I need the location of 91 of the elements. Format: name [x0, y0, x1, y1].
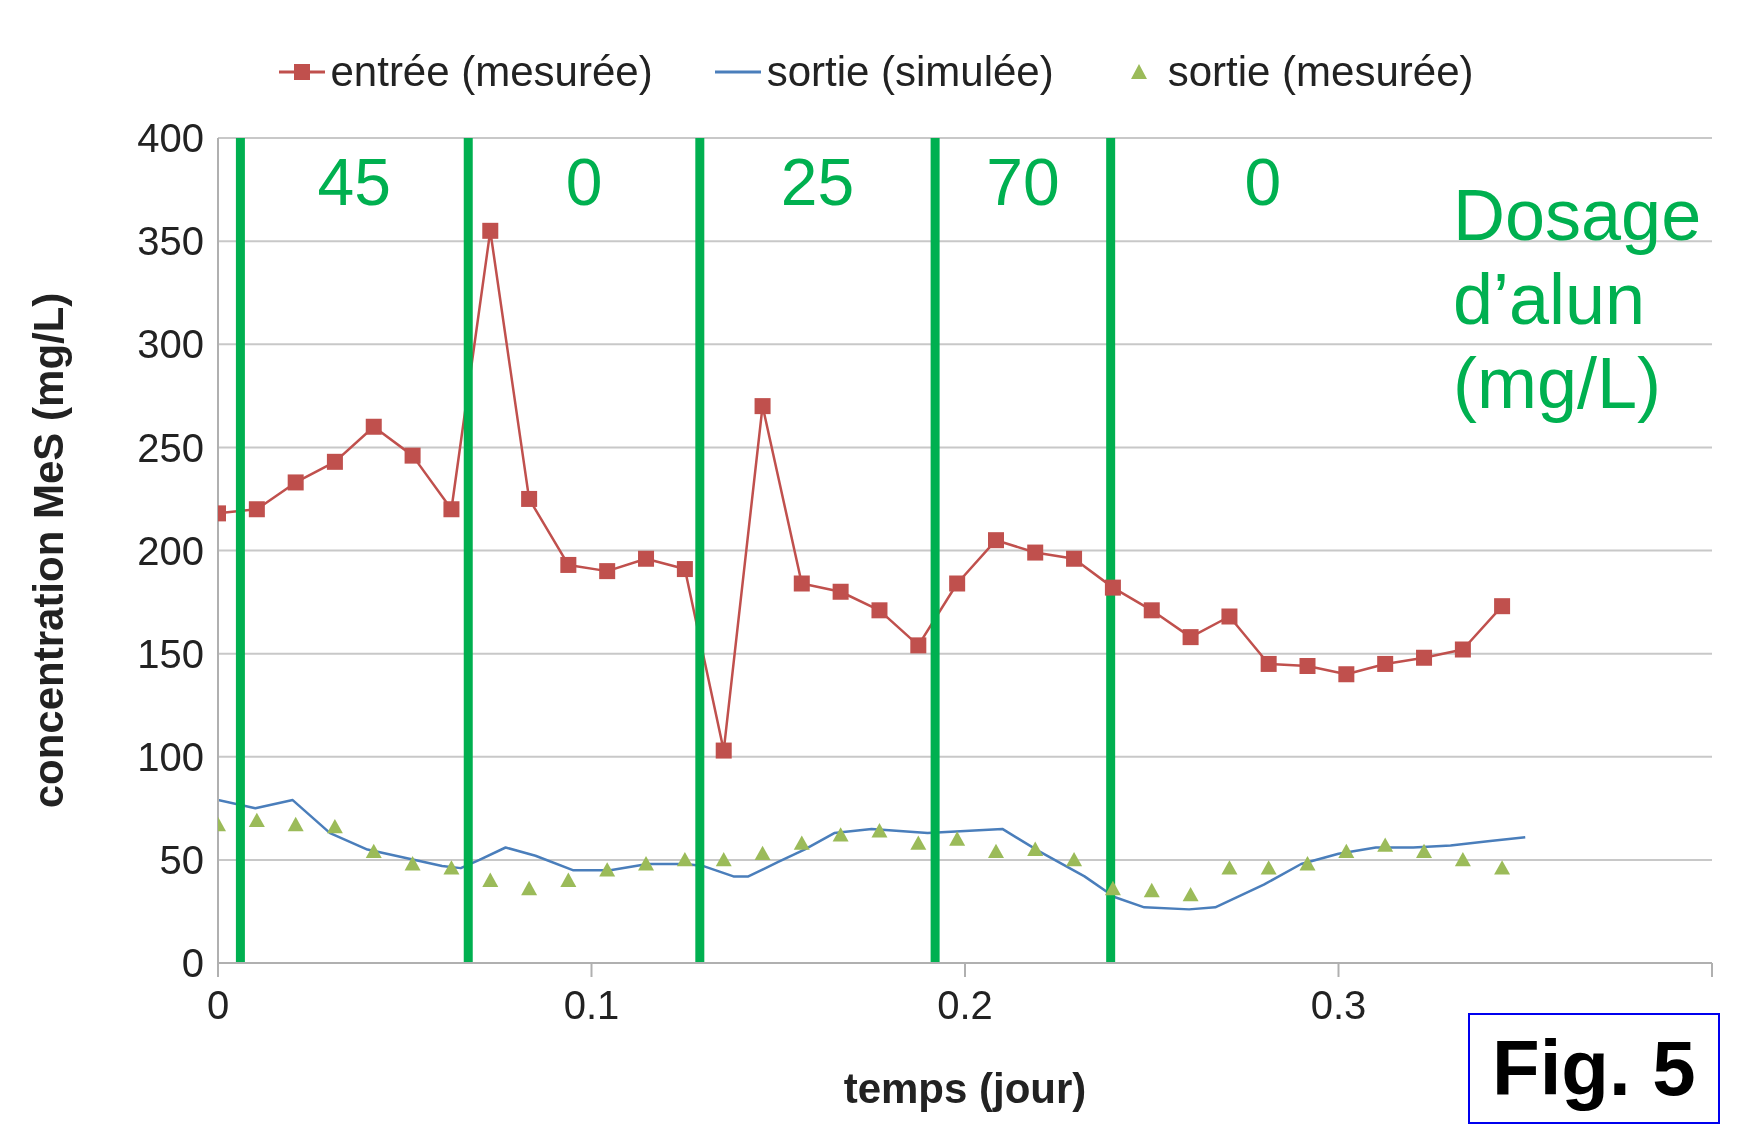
point [1454, 851, 1471, 867]
y-tick-label: 250 [137, 425, 204, 470]
point [1260, 860, 1277, 875]
point [443, 501, 460, 518]
point [1494, 598, 1511, 615]
legend-label: entrée (mesurée) [329, 48, 653, 96]
point [832, 827, 849, 842]
point [1027, 841, 1044, 856]
point [1338, 666, 1355, 683]
point [1182, 629, 1199, 646]
point [599, 862, 616, 877]
point [1299, 856, 1316, 871]
point [248, 812, 265, 828]
annotation: 45 [317, 144, 392, 219]
point [910, 637, 927, 654]
line-series [218, 798, 1527, 911]
point [715, 742, 732, 759]
point [949, 831, 966, 846]
point [754, 845, 771, 861]
point [482, 222, 499, 239]
point [560, 872, 577, 887]
annotation: 70 [986, 144, 1060, 219]
point [1143, 602, 1160, 619]
point [949, 575, 966, 592]
point [676, 561, 693, 578]
point [1299, 658, 1316, 674]
point [638, 550, 655, 567]
point [326, 818, 343, 834]
point [793, 575, 810, 592]
point [676, 851, 693, 867]
point [1377, 837, 1394, 852]
point [443, 860, 460, 875]
point [326, 453, 343, 470]
point [482, 872, 499, 887]
point [1104, 880, 1121, 896]
point [871, 823, 888, 838]
y-tick-label: 0 [181, 941, 204, 986]
point [1182, 886, 1199, 902]
point [638, 856, 655, 871]
annotation: 0 [565, 144, 603, 219]
y-tick-label: 350 [137, 219, 204, 264]
point [1221, 860, 1238, 875]
x-tick-label: 0.1 [563, 983, 620, 1028]
annotation: 25 [780, 144, 855, 219]
y-axis-title: concentration MeS (mg/L) [24, 292, 72, 809]
point [1494, 860, 1511, 875]
point [521, 880, 538, 896]
annotation: Dosage d’alun (mg/L) [1453, 174, 1703, 425]
point [1221, 608, 1238, 625]
point [365, 418, 382, 435]
x-tick-label: 0.3 [1310, 983, 1367, 1028]
point [599, 563, 616, 580]
point [1416, 649, 1433, 666]
y-tick-label: 50 [159, 838, 204, 883]
point [1454, 641, 1471, 658]
point [1416, 843, 1433, 859]
point [832, 583, 849, 600]
legend-label: sortie (simulée) [765, 48, 1054, 96]
y-tick-label: 150 [137, 631, 204, 676]
point [988, 843, 1004, 859]
point [1377, 655, 1394, 672]
point [248, 501, 265, 518]
point [404, 447, 421, 464]
point [365, 843, 382, 859]
x-axis-title: temps (jour) [843, 1065, 1087, 1112]
point [1066, 550, 1083, 567]
annotation: 0 [1244, 144, 1282, 219]
point [1066, 851, 1083, 867]
x-tick-label: 0.2 [937, 983, 993, 1028]
legend-label: sortie (mesurée) [1166, 48, 1474, 96]
point [910, 835, 927, 850]
point [1338, 843, 1355, 859]
point [988, 532, 1004, 549]
point [1260, 655, 1277, 672]
point [1104, 579, 1121, 596]
point [560, 556, 577, 573]
point [1143, 882, 1160, 898]
point [793, 835, 810, 850]
y-tick-label: 300 [137, 322, 204, 367]
y-tick-label: 400 [137, 116, 204, 161]
y-tick-label: 100 [137, 734, 204, 779]
point [521, 490, 538, 507]
point [404, 856, 421, 871]
point [871, 602, 888, 619]
point [754, 398, 771, 415]
point [1027, 544, 1044, 561]
y-tick-label: 200 [137, 528, 204, 573]
caption: Fig. 5 [1468, 1013, 1720, 1124]
point [287, 474, 304, 491]
point [287, 816, 304, 832]
point [715, 851, 732, 867]
